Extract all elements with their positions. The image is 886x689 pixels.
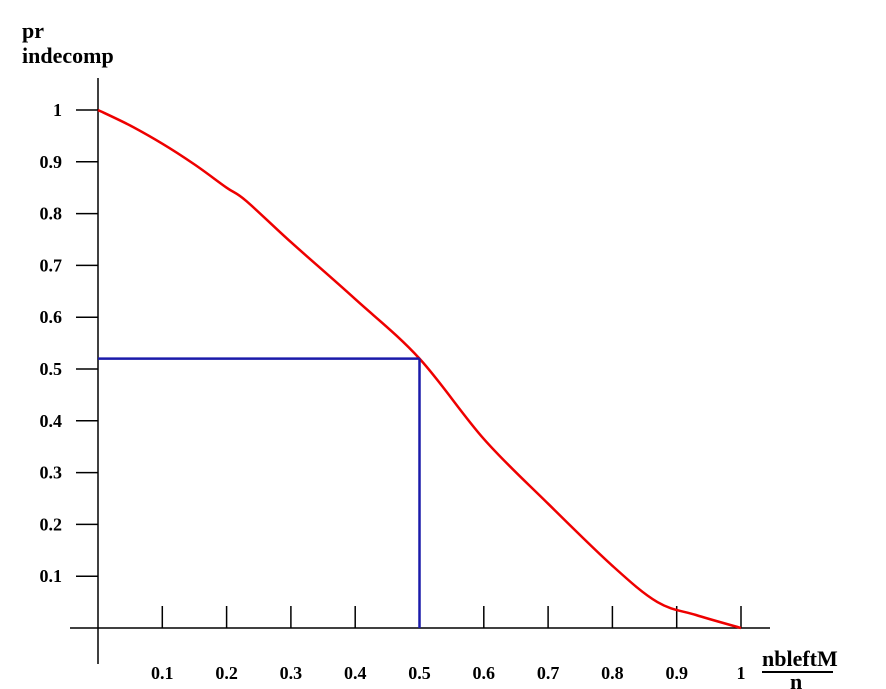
x-tick-label: 0.4: [344, 663, 367, 683]
x-axis-title-denominator: n: [790, 669, 802, 689]
x-tick-label: 0.7: [537, 663, 560, 683]
x-axis-title-numerator: nbleftM: [762, 646, 838, 671]
x-tick-label: 0.8: [601, 663, 624, 683]
y-tick-label: 0.9: [40, 152, 63, 172]
y-tick-labels: 0.1 0.2 0.3 0.4 0.5 0.6 0.7 0.8 0.9 1: [40, 100, 63, 586]
x-tick-label: 0.3: [280, 663, 303, 683]
y-tick-label: 0.6: [40, 307, 63, 327]
y-tick-label: 0.7: [40, 255, 63, 275]
x-tick-labels: 0.1 0.2 0.3 0.4 0.5 0.6 0.7 0.8 0.9 1: [151, 663, 745, 683]
y-axis-title-line2: indecomp: [22, 43, 114, 68]
y-tick-label: 0.2: [40, 514, 63, 534]
x-tick-label: 0.1: [151, 663, 174, 683]
x-tick-marks: [161, 606, 742, 628]
series-line: [97, 108, 742, 630]
x-tick-label: 0.6: [473, 663, 496, 683]
x-tick-label: 0.2: [215, 663, 238, 683]
y-tick-label: 0.5: [40, 359, 63, 379]
x-tick-label: 0.5: [408, 663, 431, 683]
y-tick-label: 1: [53, 100, 62, 120]
y-tick-marks: [76, 109, 98, 577]
x-tick-label: 1: [737, 663, 746, 683]
x-tick-label: 0.9: [665, 663, 688, 683]
y-axis-title-line1: pr: [22, 18, 44, 43]
y-tick-label: 0.4: [40, 411, 63, 431]
y-tick-label: 0.3: [40, 463, 63, 483]
y-tick-label: 0.1: [40, 566, 63, 586]
y-tick-label: 0.8: [40, 204, 63, 224]
